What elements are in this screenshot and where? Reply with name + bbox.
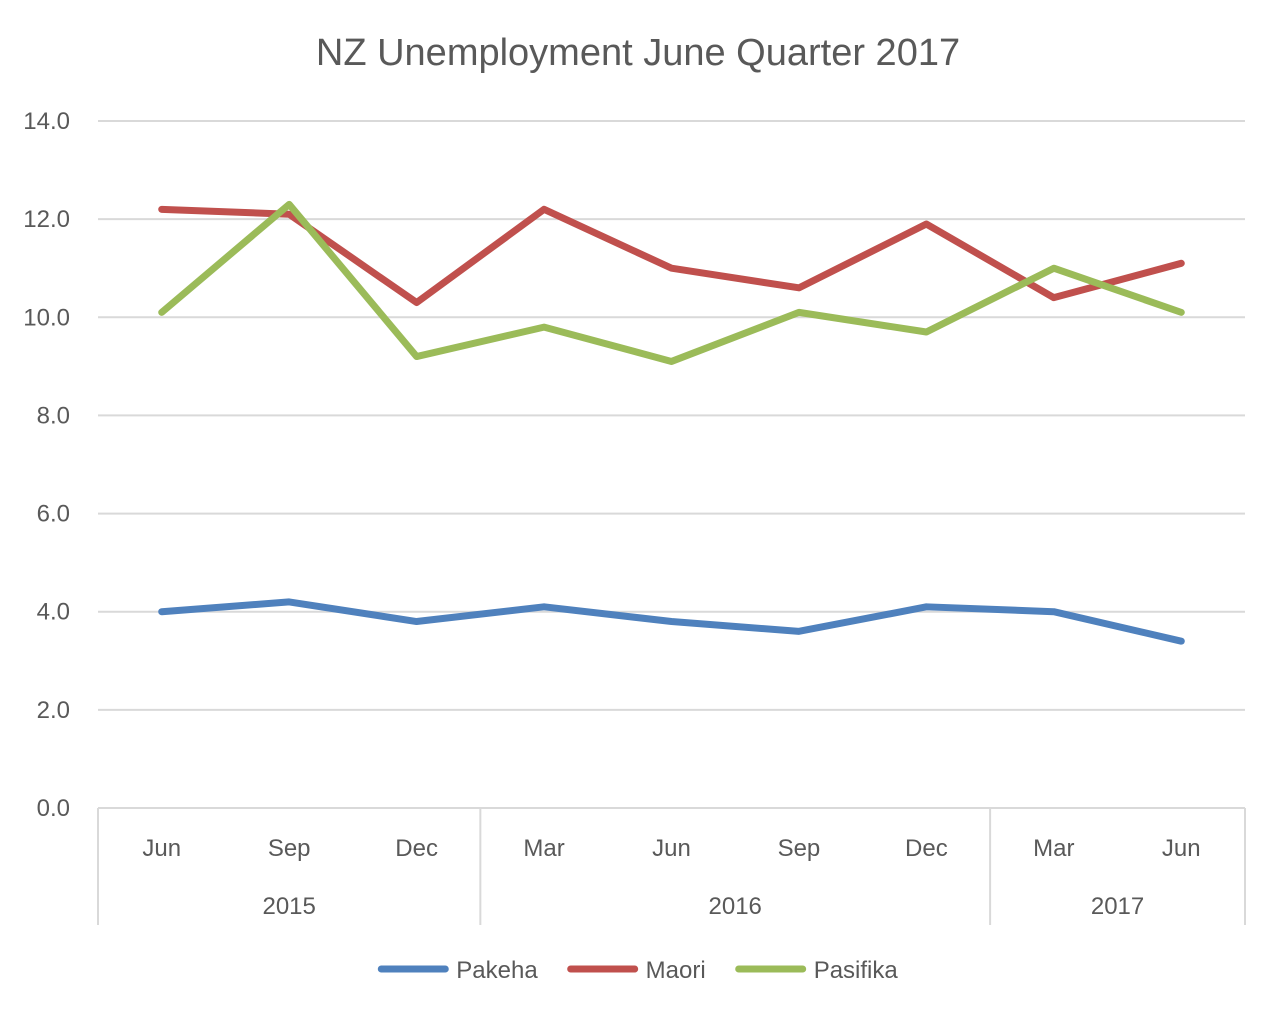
series-line-maori <box>158 205 1185 307</box>
x-tick-label: Jun <box>142 835 181 862</box>
legend-label: Pasifika <box>814 957 899 984</box>
y-axis: 0.0 2.0 4.0 6.0 8.0 10.0 12.0 14.0 <box>23 108 70 822</box>
y-tick-label: 2.0 <box>37 697 70 724</box>
series-line-pasifika <box>158 200 1185 365</box>
x-tick-label: Mar <box>1033 835 1074 862</box>
x-tick-label: Mar <box>523 835 564 862</box>
y-tick-label: 6.0 <box>37 501 70 528</box>
y-tick-label: 12.0 <box>23 206 70 233</box>
x-axis: Jun Sep Dec Mar Jun Sep Dec Mar Jun 2015 2016 2017 <box>97 807 1246 925</box>
x-group-label: 2015 <box>262 893 315 920</box>
y-tick-label: 8.0 <box>37 402 70 429</box>
y-tick-label: 14.0 <box>23 108 70 135</box>
x-group-label: 2016 <box>709 893 762 920</box>
gridlines <box>98 120 1245 711</box>
plot-area <box>158 200 1185 645</box>
x-tick-label: Dec <box>905 835 948 862</box>
x-group-label: 2017 <box>1091 893 1144 920</box>
x-tick-label: Jun <box>652 835 691 862</box>
legend: Pakeha Maori Pasifika <box>377 957 899 984</box>
legend-label: Pakeha <box>456 957 538 984</box>
legend-label: Maori <box>646 957 706 984</box>
y-tick-label: 10.0 <box>23 304 70 331</box>
chart-title: NZ Unemployment June Quarter 2017 <box>316 32 960 74</box>
x-tick-label: Jun <box>1162 835 1201 862</box>
x-tick-label: Sep <box>778 835 821 862</box>
x-tick-label: Sep <box>268 835 311 862</box>
x-tick-label: Dec <box>395 835 438 862</box>
series-line-pakeha <box>158 598 1185 645</box>
y-tick-label: 0.0 <box>37 795 70 822</box>
y-tick-label: 4.0 <box>37 599 70 626</box>
